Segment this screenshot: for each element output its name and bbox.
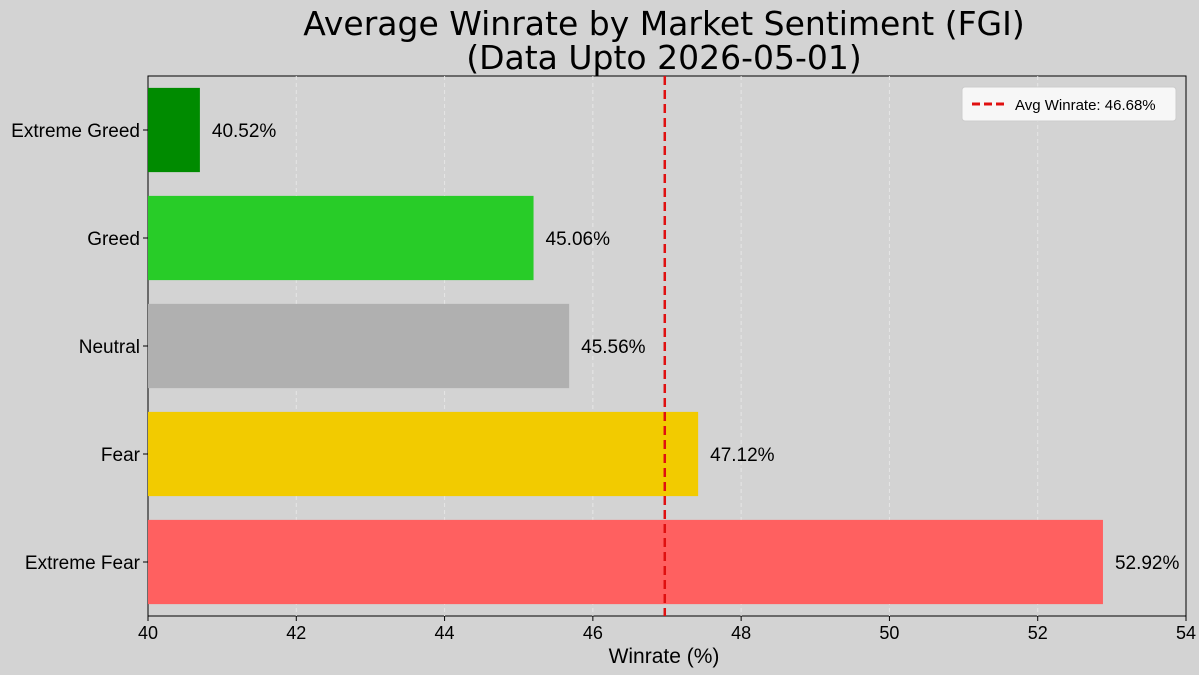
x-tick-label: 54 xyxy=(1176,623,1196,643)
value-label: 52.92% xyxy=(1115,553,1180,574)
chart-title-line1: Average Winrate by Market Sentiment (FGI… xyxy=(303,4,1025,43)
bars xyxy=(148,87,1103,605)
x-tick-label: 40 xyxy=(138,623,158,643)
y-tick-label: Neutral xyxy=(79,337,140,358)
y-tick-label: Greed xyxy=(87,229,140,250)
value-label: 45.06% xyxy=(546,229,611,250)
x-tick-label: 46 xyxy=(583,623,603,643)
value-label: 47.12% xyxy=(710,445,775,466)
value-label: 45.56% xyxy=(581,337,646,358)
legend-box xyxy=(961,86,1177,122)
value-label: 40.52% xyxy=(212,121,277,142)
y-tick-label: Extreme Greed xyxy=(11,121,140,142)
x-axis-label: Winrate (%) xyxy=(609,645,720,668)
legend: Avg Winrate: 46.68% xyxy=(961,86,1177,122)
x-axis: 40 42 44 46 48 50 52 54 xyxy=(138,616,1196,643)
y-tick-label: Fear xyxy=(101,445,141,466)
y-tick-label: Extreme Fear xyxy=(25,553,141,574)
legend-label: Avg Winrate: 46.68% xyxy=(1015,97,1156,114)
x-tick-label: 52 xyxy=(1028,623,1048,643)
bar-fear xyxy=(148,411,699,497)
bar-extreme-greed xyxy=(148,87,200,173)
bar-neutral xyxy=(148,303,570,389)
bar-greed xyxy=(148,195,534,281)
x-tick-label: 44 xyxy=(435,623,455,643)
x-tick-label: 50 xyxy=(879,623,899,643)
y-axis: Extreme Greed Greed Neutral Fear Extreme Fea… xyxy=(11,121,148,574)
x-tick-label: 48 xyxy=(731,623,751,643)
x-tick-label: 42 xyxy=(286,623,306,643)
value-labels: 40.52% 45.06% 45.56% 47.12% 52.92% xyxy=(212,121,1180,574)
chart-title-line2: (Data Upto 2026-05-01) xyxy=(466,38,862,77)
bar-extreme-fear xyxy=(148,519,1103,605)
